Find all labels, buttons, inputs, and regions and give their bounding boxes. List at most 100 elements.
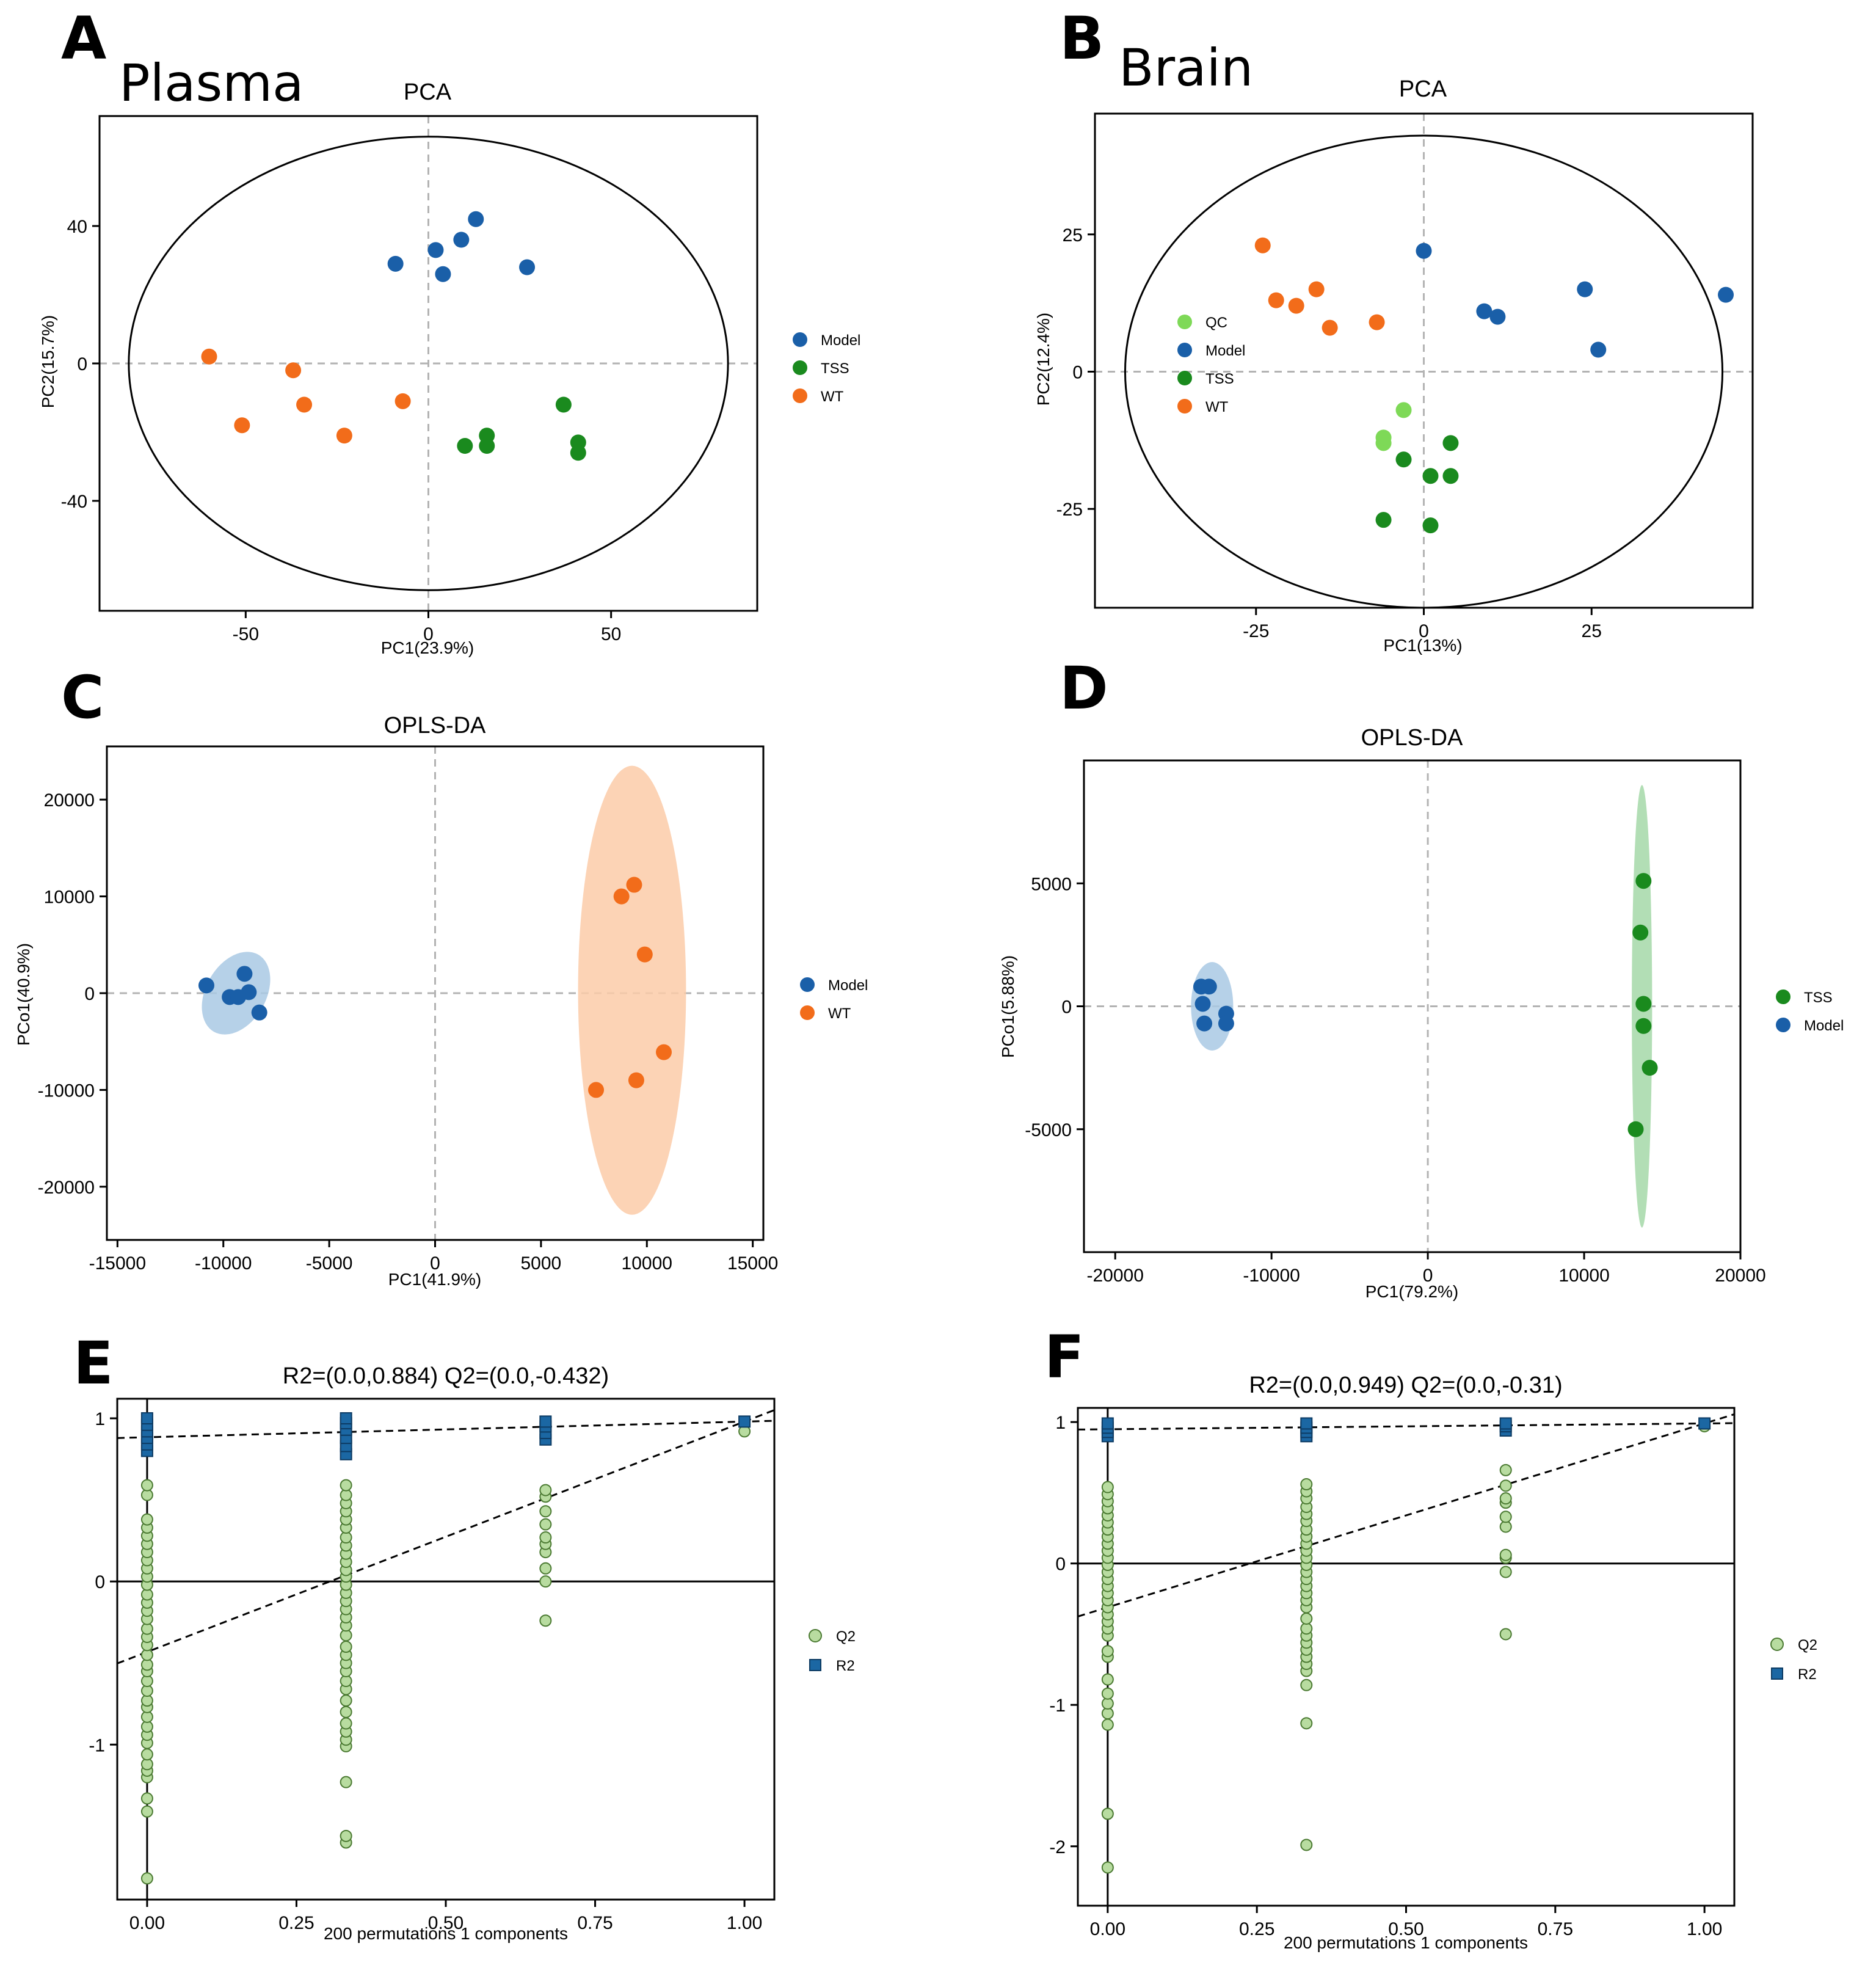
- legend-label: WT: [828, 1005, 851, 1022]
- x-tick-label: -10000: [195, 1253, 252, 1274]
- data-point-tss: [1632, 924, 1649, 941]
- y-tick-label: 40: [67, 217, 87, 237]
- data-point-qc: [1395, 402, 1412, 418]
- data-point-q2: [140, 1479, 153, 1492]
- panel-label: F: [1044, 1323, 1085, 1391]
- legend-label: QC: [1205, 315, 1227, 331]
- x-tick-label: 0: [423, 624, 434, 644]
- data-point-wt: [1268, 292, 1284, 308]
- x-axis-label: PC1(79.2%): [1365, 1282, 1459, 1301]
- data-point-q2: [539, 1518, 552, 1531]
- chart-title: PCA: [404, 79, 452, 105]
- data-point-q2: [539, 1575, 552, 1588]
- x-tick-label: 0: [430, 1253, 440, 1274]
- data-point-q2: [340, 1694, 352, 1707]
- data-point-r2: [1499, 1417, 1512, 1430]
- y-tick-label: -10000: [38, 1081, 95, 1101]
- y-tick-label: -25: [1056, 500, 1083, 520]
- panel-label: B: [1060, 4, 1104, 73]
- data-point-q2: [140, 1872, 153, 1885]
- x-axis-label: 200 permutations 1 components: [324, 1924, 568, 1943]
- x-axis-label: 200 permutations 1 components: [1284, 1933, 1528, 1952]
- x-tick-label: 0.75: [1538, 1919, 1573, 1939]
- chart-title: PCA: [1399, 76, 1447, 102]
- data-point-q2: [1499, 1628, 1512, 1641]
- legend-label: Model: [821, 332, 860, 349]
- data-point-model: [241, 984, 257, 1000]
- data-point-q2: [140, 1513, 153, 1526]
- data-point-q2: [1499, 1492, 1512, 1505]
- legend-swatch-wt: [800, 1005, 815, 1020]
- x-tick-label: 50: [601, 624, 621, 644]
- panel-label: E: [73, 1329, 114, 1398]
- data-point-model: [1194, 996, 1211, 1012]
- x-tick-label: 15000: [727, 1253, 778, 1274]
- data-point-tss: [555, 396, 572, 413]
- x-tick-label: -10000: [1243, 1266, 1300, 1286]
- legend-swatch-model: [1776, 1018, 1791, 1032]
- x-tick-label: 0.50: [428, 1913, 464, 1933]
- data-point-r2: [1698, 1417, 1711, 1430]
- legend-label: R2: [1798, 1666, 1817, 1683]
- data-point-q2: [140, 1792, 153, 1805]
- data-point-wt: [234, 417, 250, 434]
- data-point-q2: [340, 1479, 352, 1492]
- data-point-wt: [636, 946, 653, 963]
- data-point-model: [251, 1004, 267, 1021]
- data-point-tss: [1395, 451, 1412, 468]
- data-point-q2: [340, 1717, 352, 1730]
- data-point-wt: [1308, 281, 1325, 297]
- legend-label: Model: [1804, 1018, 1844, 1034]
- panel-f-permutation-brain: F R2=(0.0,0.949) Q2=(0.0,-0.31) 200 perm…: [1044, 1323, 1817, 1952]
- data-point-r2: [1101, 1417, 1114, 1430]
- y-tick-label: -20000: [38, 1178, 95, 1198]
- data-point-model: [1201, 979, 1217, 995]
- data-point-model: [453, 231, 470, 248]
- data-point-q2: [1101, 1481, 1114, 1493]
- group-ellipse-wt: [578, 765, 686, 1215]
- data-point-model: [427, 242, 444, 258]
- data-point-tss: [1442, 468, 1459, 484]
- data-point-q2: [1499, 1565, 1512, 1578]
- x-tick-label: -50: [233, 624, 259, 644]
- data-point-q2: [1300, 1717, 1313, 1730]
- y-tick-label: -1: [89, 1735, 105, 1755]
- x-tick-label: 0.75: [577, 1913, 613, 1933]
- legend-label: Model: [828, 977, 868, 994]
- y-axis-label: PCo1(5.88%): [998, 955, 1017, 1058]
- legend-label: TSS: [821, 360, 849, 377]
- data-point-q2: [1300, 1478, 1313, 1491]
- data-point-q2: [340, 1829, 352, 1842]
- data-point-wt: [588, 1082, 605, 1098]
- data-point-model: [468, 211, 484, 227]
- data-point-q2: [340, 1640, 352, 1653]
- x-axis-label: PC1(23.9%): [381, 638, 474, 657]
- data-point-tss: [1442, 435, 1459, 451]
- chart-title: OPLS-DA: [384, 713, 486, 738]
- x-axis-label: PC1(13%): [1383, 636, 1462, 655]
- legend-swatch-tss: [793, 360, 807, 375]
- data-point-model: [1196, 1015, 1213, 1032]
- y-tick-label: -1: [1049, 1696, 1066, 1716]
- data-point-q2: [1101, 1687, 1114, 1700]
- data-point-q2: [539, 1562, 552, 1575]
- q2-regression-line: [117, 1409, 774, 1664]
- data-point-tss: [479, 428, 495, 444]
- legend-label: TSS: [1804, 990, 1833, 1006]
- data-point-model: [1590, 341, 1607, 358]
- data-point-wt: [1254, 237, 1271, 253]
- data-point-q2: [539, 1484, 552, 1496]
- panel-d-oplsda-brain: D OPLS-DA PC1(79.2%) PCo1(5.88%) -20000 -…: [998, 654, 1844, 1301]
- data-point-q2: [1101, 1645, 1114, 1658]
- panel-b-pca-brain: B Brain PCA PC1(13%) PC2(12.4%) -25 0 25 -2…: [1034, 4, 1754, 655]
- x-tick-label: 1.00: [1687, 1919, 1722, 1939]
- y-tick-label: 5000: [1031, 874, 1072, 894]
- y-tick-label: 0: [77, 354, 87, 374]
- legend-label: Q2: [836, 1628, 856, 1645]
- data-point-tss: [570, 445, 586, 461]
- y-tick-label: 1: [95, 1409, 105, 1429]
- x-tick-label: 0.50: [1388, 1919, 1423, 1939]
- data-point-tss: [1375, 512, 1392, 528]
- data-point-tss: [457, 438, 473, 454]
